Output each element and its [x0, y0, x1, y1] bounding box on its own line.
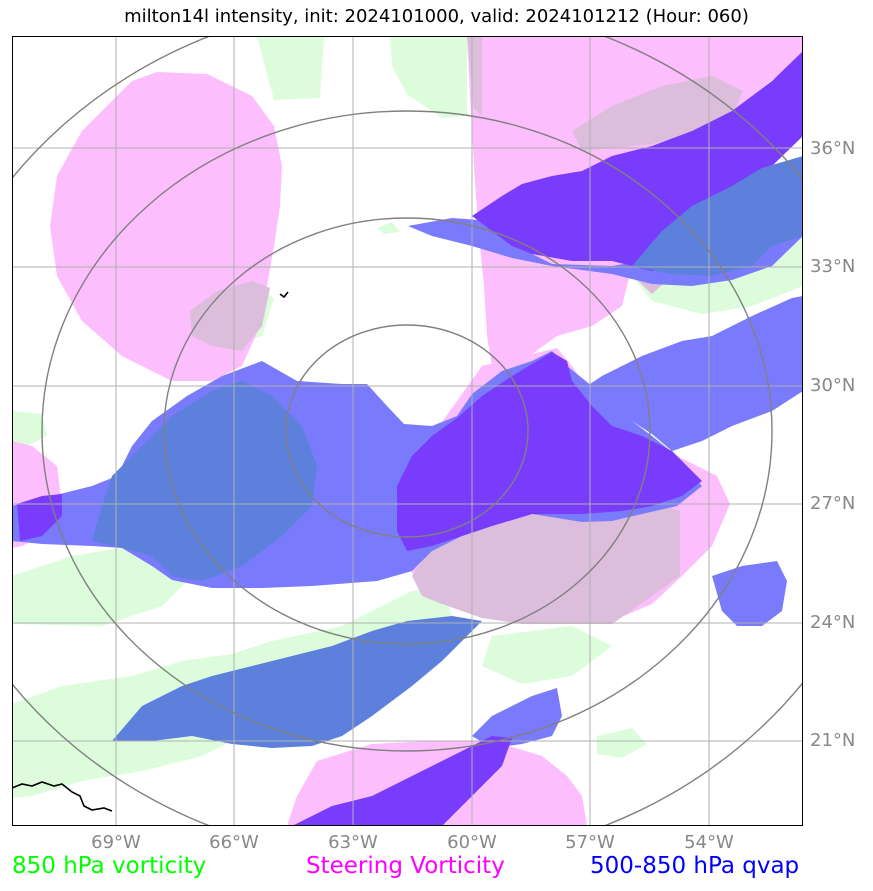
legend-qvap: 500-850 hPa qvap	[590, 853, 800, 879]
map-panel	[12, 36, 803, 826]
legend-steering-vorticity: Steering Vorticity	[306, 853, 505, 879]
lat-label-36n: 36°N	[810, 138, 856, 159]
map-border	[12, 36, 803, 826]
lat-label-33n: 33°N	[810, 256, 856, 277]
range-rings	[12, 36, 803, 826]
coastline	[12, 291, 289, 812]
lon-label-66w: 66°W	[209, 832, 259, 853]
lat-label-30n: 30°N	[810, 375, 856, 396]
map-canvas	[12, 36, 803, 826]
lon-label-57w: 57°W	[565, 832, 615, 853]
lon-label-69w: 69°W	[91, 832, 141, 853]
lon-label-60w: 60°W	[447, 832, 497, 853]
lat-label-21n: 21°N	[810, 730, 856, 751]
map-title: milton14l intensity, init: 2024101000, v…	[124, 6, 749, 27]
qvap-dark-layer	[17, 51, 803, 826]
graticule	[12, 36, 803, 826]
lon-label-63w: 63°W	[328, 832, 378, 853]
legend-850-vorticity: 850 hPa vorticity	[12, 853, 207, 879]
lat-label-27n: 27°N	[810, 493, 856, 514]
qvap-vorticity-overlap-layer	[92, 156, 803, 748]
lat-label-24n: 24°N	[810, 612, 856, 633]
lon-label-54w: 54°W	[684, 832, 734, 853]
